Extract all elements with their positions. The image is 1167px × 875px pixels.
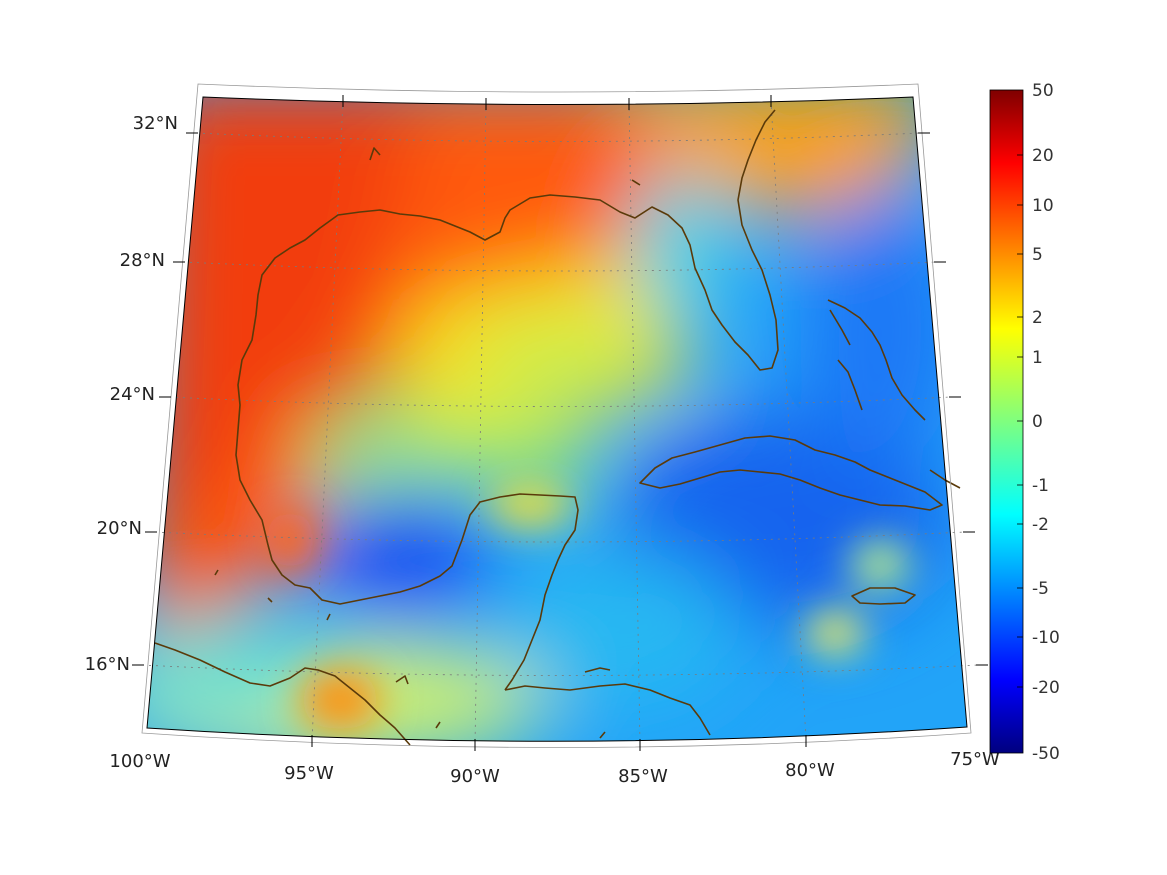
colorbar-label-neg2: -2 bbox=[1032, 515, 1049, 535]
colorbar-label-2: 2 bbox=[1032, 308, 1043, 328]
jamaica-coastline bbox=[851, 587, 916, 605]
map-border bbox=[146, 96, 968, 742]
bahamas-coastline bbox=[827, 299, 926, 421]
lon-label-75w: 75°W bbox=[950, 749, 1000, 770]
hispaniola-coastline bbox=[929, 469, 961, 489]
lat-label-32n: 32°N bbox=[133, 113, 178, 134]
lon-label-95w: 95°W bbox=[284, 763, 334, 784]
lon-label-80w: 80°W bbox=[785, 760, 835, 781]
lon-label-90w: 90°W bbox=[450, 766, 500, 787]
lat-label-24n: 24°N bbox=[110, 384, 155, 405]
colorbar-label-1: 1 bbox=[1032, 348, 1043, 368]
cuba-coastline bbox=[639, 435, 943, 511]
colorbar-label-5: 5 bbox=[1032, 245, 1043, 265]
coastlines bbox=[154, 109, 961, 746]
lat-label-20n: 20°N bbox=[97, 518, 142, 539]
central-america-coastline bbox=[154, 642, 411, 746]
colorbar-label-neg1: -1 bbox=[1032, 476, 1049, 496]
colorbar-label-50: 50 bbox=[1032, 81, 1054, 101]
colorbar: 50 20 10 5 2 1 0 -1 -2 -5 -10 -20 -50 bbox=[989, 81, 1060, 764]
lon-label-85w: 85°W bbox=[618, 766, 668, 787]
gridlines bbox=[141, 99, 979, 746]
lat-label-28n: 28°N bbox=[120, 250, 165, 271]
colorbar-label-neg10: -10 bbox=[1032, 628, 1060, 648]
lat-label-16n: 16°N bbox=[85, 654, 130, 675]
colorbar-label-neg50: -50 bbox=[1032, 744, 1060, 764]
colorbar-gradient bbox=[989, 89, 1024, 754]
mexico-gulf-coastline bbox=[267, 493, 579, 691]
map-outer-frame bbox=[141, 83, 972, 748]
frame-ticks bbox=[132, 95, 988, 751]
us-gulf-coastline bbox=[235, 109, 779, 546]
lon-label-100w: 100°W bbox=[109, 751, 170, 772]
colorbar-ticks bbox=[1017, 154, 1023, 688]
colorbar-label-0: 0 bbox=[1032, 412, 1043, 432]
colorbar-label-20: 20 bbox=[1032, 146, 1054, 166]
colorbar-label-10: 10 bbox=[1032, 196, 1054, 216]
latitude-labels: 32°N 28°N 24°N 20°N 16°N bbox=[85, 113, 178, 675]
longitude-labels: 100°W 95°W 90°W 85°W 80°W 75°W bbox=[109, 749, 1000, 787]
colorbar-label-neg20: -20 bbox=[1032, 678, 1060, 698]
data-field bbox=[147, 97, 967, 742]
colorbar-label-neg5: -5 bbox=[1032, 579, 1049, 599]
honduras-coastline bbox=[504, 683, 711, 736]
